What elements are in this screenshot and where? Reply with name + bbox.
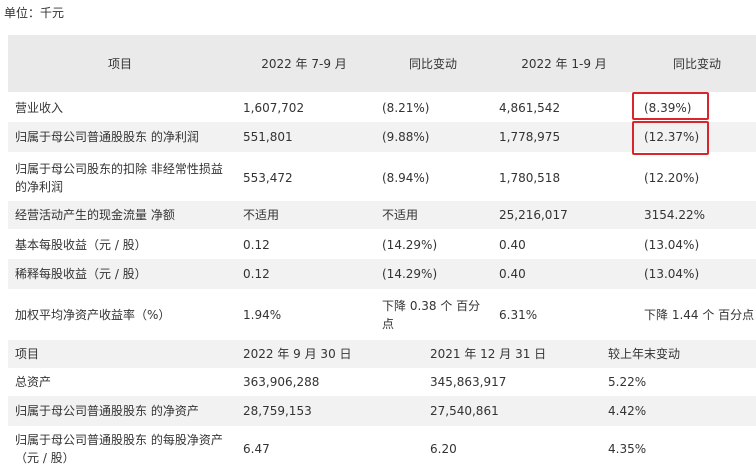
row-value: (8.94%) — [382, 171, 430, 185]
table-row: 归属于母公司股东的扣除 非经常性损益的净利润 553,472 (8.94%) 1… — [8, 155, 756, 201]
row-value: 3154.22% — [644, 208, 706, 222]
table1-header-ytd: 2022 年 1-9 月 — [521, 56, 607, 71]
row-value: 0.12 — [243, 238, 270, 252]
row-value: 0.40 — [499, 238, 526, 252]
row-value: (13.04%) — [644, 267, 700, 281]
row-value: (12.37%) — [644, 130, 700, 144]
table-row: 加权平均净资产收益率（%） 1.94% 下降 0.38 个 百分点 6.31% … — [8, 292, 756, 338]
table1-header-q3-yoy: 同比变动 — [408, 56, 457, 71]
row-value: 不适用 — [382, 208, 419, 222]
row-value: 345,863,917 — [430, 375, 507, 389]
table1-header-ytd-yoy: 同比变动 — [672, 56, 721, 71]
table2-header-change: 较上年末变动 — [608, 347, 681, 361]
table1-header-q3: 2022 年 7-9 月 — [261, 56, 347, 71]
row-label: 营业收入 — [15, 101, 64, 115]
row-value: 4.42% — [608, 404, 647, 418]
row-label: 基本每股收益（元 / 股） — [15, 238, 147, 252]
unit-label: 单位：千元 — [4, 6, 65, 20]
row-value: (14.29%) — [382, 238, 438, 252]
row-value: 1,607,702 — [243, 101, 305, 115]
row-value: 5.22% — [608, 375, 647, 389]
row-label: 稀释每股收益（元 / 股） — [15, 267, 147, 281]
table1-header-item: 项目 — [107, 56, 132, 71]
row-value: (8.39%) — [644, 101, 692, 115]
row-value: 1.94% — [243, 308, 282, 322]
table2-header-item: 项目 — [15, 347, 40, 361]
table-row: 稀释每股收益（元 / 股） 0.12 (14.29%) 0.40 (13.04%… — [8, 259, 756, 289]
row-value: (8.21%) — [382, 101, 430, 115]
row-value: 551,801 — [243, 130, 293, 144]
table-row: 营业收入 1,607,702 (8.21%) 4,861,542 (8.39%) — [8, 94, 756, 122]
row-value: 27,540,861 — [430, 404, 499, 418]
row-value: (12.20%) — [644, 171, 700, 185]
row-label: 经营活动产生的现金流量 净额 — [15, 208, 175, 222]
table-row: 基本每股收益（元 / 股） 0.12 (14.29%) 0.40 (13.04%… — [8, 231, 756, 259]
table-row: 经营活动产生的现金流量 净额 不适用 不适用 25,216,017 3154.2… — [8, 201, 756, 229]
row-label: 加权平均净资产收益率（%） — [15, 308, 171, 322]
table-row: 归属于母公司普通股股东 的每股净资产（元 / 股） 6.47 6.20 4.35… — [8, 428, 756, 470]
row-label: 归属于母公司普通股股东 的净资产 — [15, 404, 199, 418]
row-value: 25,216,017 — [499, 208, 568, 222]
row-label: 总资产 — [15, 375, 52, 389]
row-value: 6.47 — [243, 442, 270, 456]
row-value: (9.88%) — [382, 130, 430, 144]
row-value: (13.04%) — [644, 238, 700, 252]
row-value: 下降 0.38 个 百分点 — [382, 299, 481, 331]
row-value: 6.20 — [430, 442, 457, 456]
table-row: 总资产 363,906,288 345,863,917 5.22% — [8, 368, 756, 396]
row-value: 6.31% — [499, 308, 538, 322]
row-value: 4,861,542 — [499, 101, 561, 115]
row-value: (14.29%) — [382, 267, 438, 281]
table2-header-row: 项目 2022 年 9 月 30 日 2021 年 12 月 31 日 较上年末… — [8, 340, 756, 368]
row-value: 363,906,288 — [243, 375, 320, 389]
table-row: 归属于母公司普通股股东 的净资产 28,759,153 27,540,861 4… — [8, 396, 756, 426]
row-value: 28,759,153 — [243, 404, 312, 418]
row-value: 553,472 — [243, 171, 293, 185]
row-value: 0.12 — [243, 267, 270, 281]
row-value: 1,778,975 — [499, 130, 561, 144]
row-value: 不适用 — [243, 208, 280, 222]
table1-header-row: 项目 2022 年 7-9 月 同比变动 2022 年 1-9 月 同比变动 — [8, 35, 756, 92]
row-label: 归属于母公司普通股股东 的每股净资产（元 / 股） — [15, 433, 223, 465]
table-row: 归属于母公司普通股股东 的净利润 551,801 (9.88%) 1,778,9… — [8, 122, 756, 152]
row-label: 归属于母公司股东的扣除 非经常性损益的净利润 — [15, 162, 223, 194]
row-label: 归属于母公司普通股股东 的净利润 — [15, 130, 199, 144]
row-value: 4.35% — [608, 442, 647, 456]
table2-header-previous: 2021 年 12 月 31 日 — [430, 347, 547, 361]
row-value: 1,780,518 — [499, 171, 561, 185]
row-value: 0.40 — [499, 267, 526, 281]
row-value: 下降 1.44 个 百分点 — [644, 308, 755, 322]
table2-header-current: 2022 年 9 月 30 日 — [243, 347, 352, 361]
